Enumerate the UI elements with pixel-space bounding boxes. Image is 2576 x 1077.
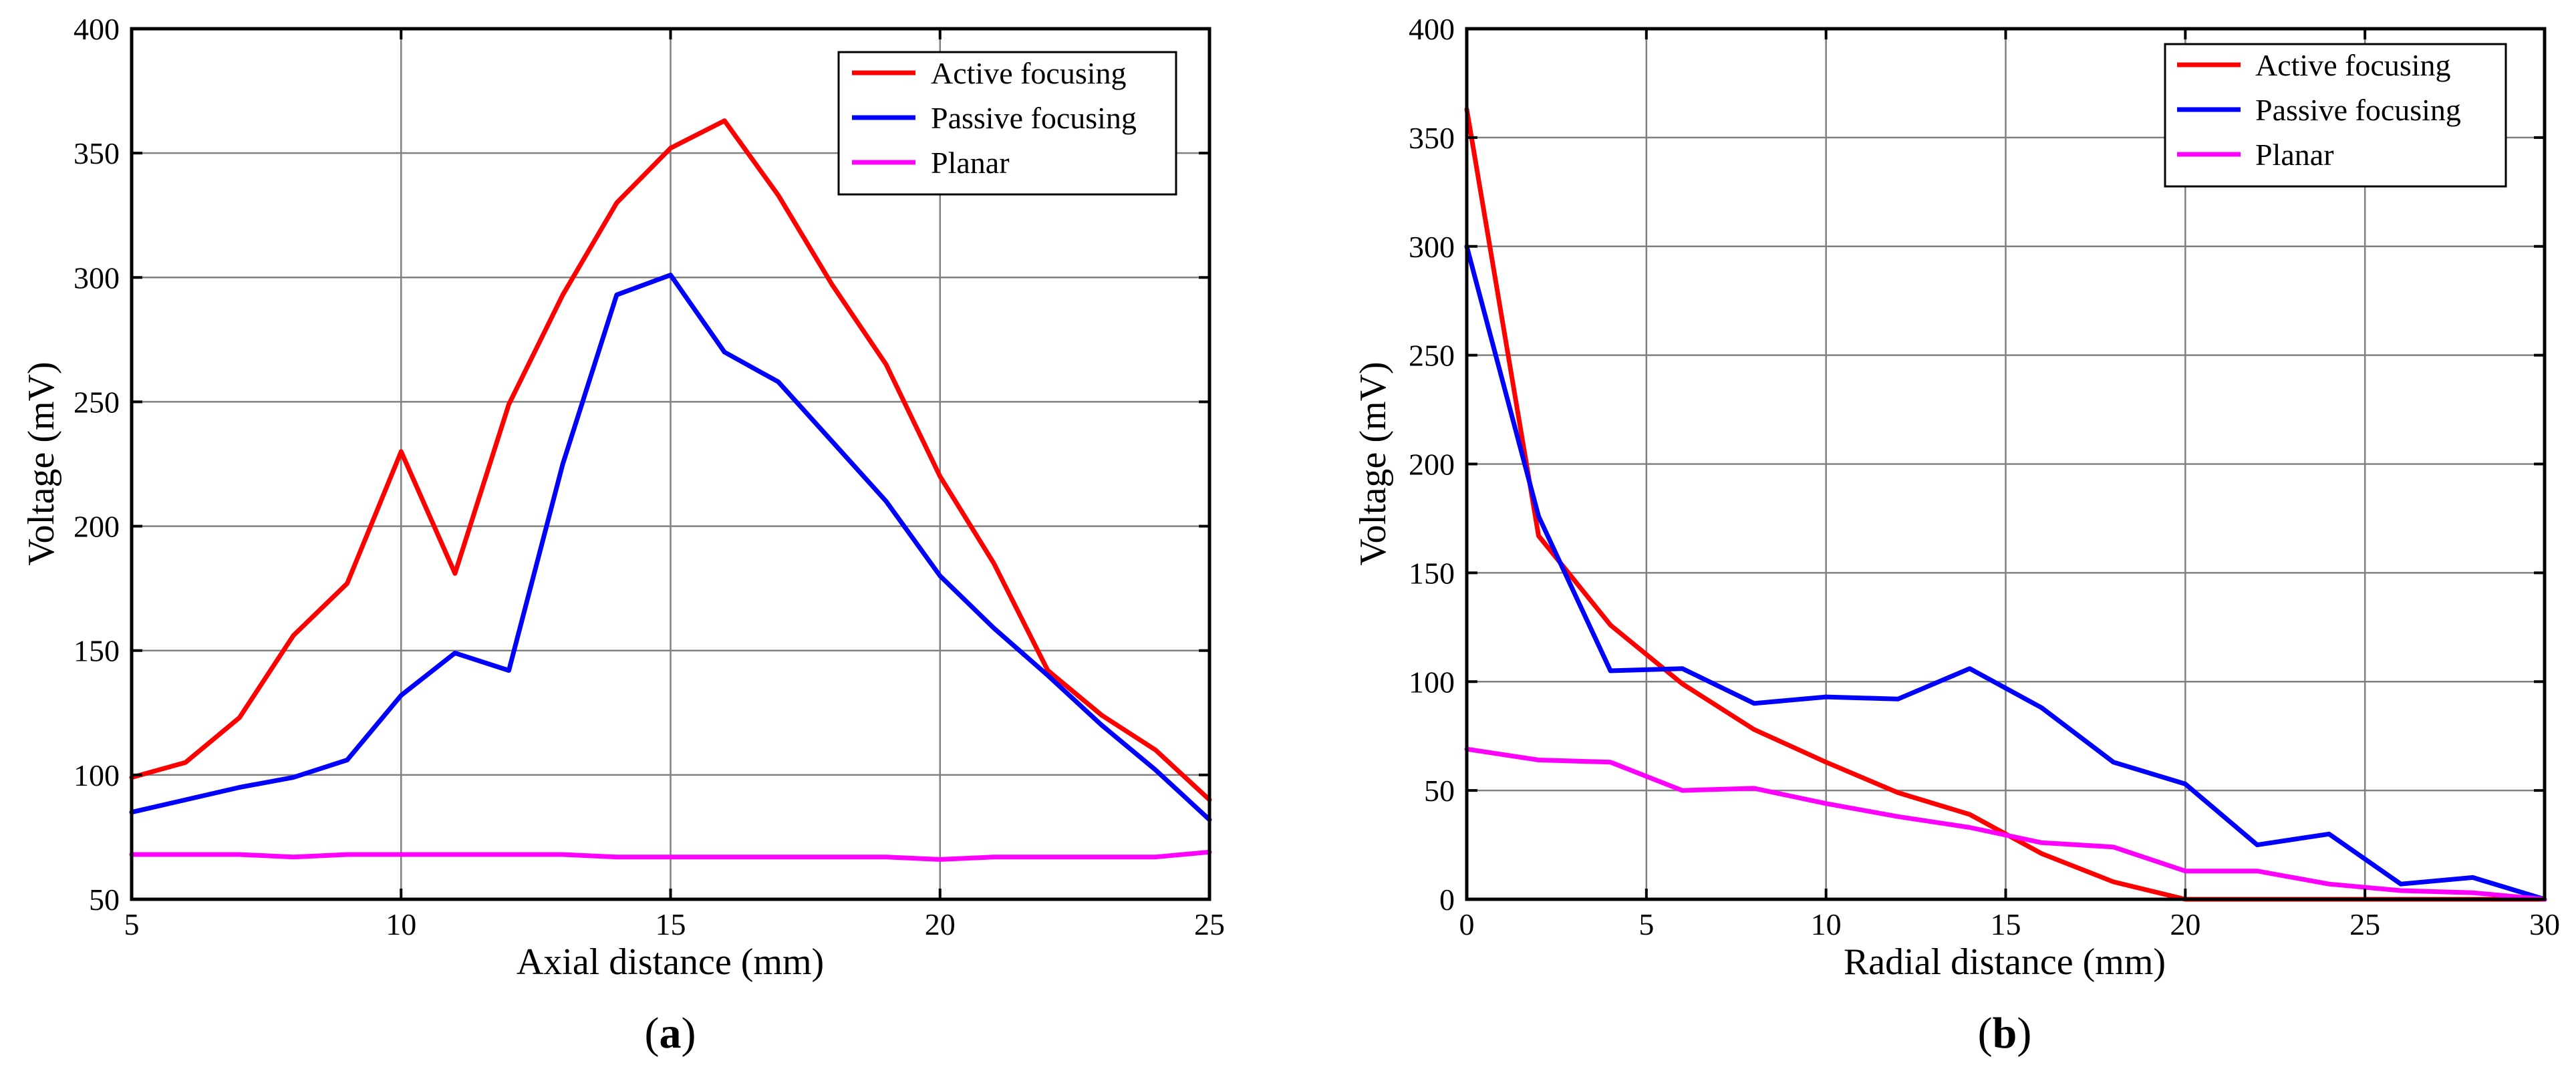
panel-a-legend-label-passive-focusing: Passive focusing bbox=[931, 101, 1137, 135]
panel-b-series-passive-focusing-line bbox=[1464, 244, 2547, 902]
panel-b-y-axis-label: Voltage (mV) bbox=[1352, 361, 1394, 565]
panel-a-y-tick-label: 200 bbox=[74, 510, 120, 544]
panel-a-series-active-focusing-line bbox=[129, 118, 1212, 802]
panel-a-x-tick-label: 25 bbox=[1194, 907, 1225, 941]
panel-a-y-tick-label: 150 bbox=[74, 634, 120, 668]
panel-b-x-tick-label: 15 bbox=[1991, 907, 2021, 941]
panel-b-label-letter: b bbox=[1993, 1009, 2017, 1058]
panel-b-legend-box bbox=[2164, 43, 2507, 188]
panel-a-y-tick-label: 400 bbox=[74, 12, 120, 46]
panel-b-y-tick-label: 250 bbox=[1409, 339, 1455, 373]
panel-b-x-tick-label: 20 bbox=[2170, 907, 2200, 941]
panel-b-y-tick-label: 400 bbox=[1409, 12, 1455, 46]
panel-b-y-tick-label: 350 bbox=[1409, 121, 1455, 155]
panel-a-legend-label-planar: Planar bbox=[931, 146, 1010, 180]
panel-b-y-tick-labels: 0 50 100 150 200 250 300 350 400 bbox=[1409, 12, 1455, 917]
panel-a-y-tick-label: 50 bbox=[89, 883, 120, 917]
panel-a-legend-box bbox=[837, 51, 1177, 196]
panel-b-legend-label-active-focusing: Active focusing bbox=[2255, 48, 2451, 82]
panel-b-x-tick-label: 10 bbox=[1811, 907, 1842, 941]
panel-b-x-tick-labels: 0 5 10 15 20 25 30 bbox=[1459, 907, 2561, 941]
panel-a-x-tick-label: 10 bbox=[386, 907, 416, 941]
panel-b-grid bbox=[1465, 27, 2546, 901]
panel-b-y-tick-label: 200 bbox=[1409, 448, 1455, 482]
panel-b-x-tick-label: 25 bbox=[2349, 907, 2380, 941]
panel-a-legend: Active focusing Passive focusing Planar bbox=[837, 51, 1177, 196]
panel-b-y-tick-label: 50 bbox=[1424, 774, 1455, 808]
panel-a-lines bbox=[129, 118, 1212, 862]
panel-b-x-tick-label: 30 bbox=[2529, 907, 2560, 941]
panel-a-x-tick-label: 20 bbox=[925, 907, 956, 941]
panel-b-y-tick-label: 100 bbox=[1409, 665, 1455, 699]
panel-a-y-tick-label: 250 bbox=[74, 385, 120, 419]
panel-b-y-tick-label: 300 bbox=[1409, 230, 1455, 264]
panel-a-y-tick-labels: 50 100 150 200 250 300 350 400 bbox=[74, 12, 120, 917]
panel-a-x-tick-label: 15 bbox=[656, 907, 686, 941]
panel-a-label: (a) bbox=[645, 1009, 696, 1058]
panel-a-series-planar-line bbox=[129, 849, 1212, 862]
panel-a-y-tick-label: 100 bbox=[74, 758, 120, 792]
panel-b-label: (b) bbox=[1978, 1009, 2032, 1058]
panel-a-x-tick-label: 5 bbox=[124, 907, 140, 941]
panel-a: 5 10 15 20 25 50 100 150 200 250 300 350 400 Axial … bbox=[21, 12, 1225, 1058]
panel-a-y-axis-label: Voltage (mV) bbox=[21, 361, 62, 565]
panel-b-legend: Active focusing Passive focusing Planar bbox=[2164, 43, 2507, 188]
panel-b-y-tick-label: 150 bbox=[1409, 556, 1455, 590]
panel-b-x-tick-label: 0 bbox=[1459, 907, 1475, 941]
panel-a-ticks bbox=[130, 27, 1211, 901]
panel-a-x-tick-labels: 5 10 15 20 25 bbox=[124, 907, 1226, 941]
panel-a-legend-label-active-focusing: Active focusing bbox=[931, 56, 1127, 90]
panel-a-x-axis-label: Axial distance (mm) bbox=[517, 941, 824, 983]
panel-a-y-tick-label: 300 bbox=[74, 261, 120, 295]
panel-b-x-axis-label: Radial distance (mm) bbox=[1844, 941, 2166, 983]
panel-b-x-tick-label: 5 bbox=[1638, 907, 1654, 941]
panel-b-y-tick-label: 0 bbox=[1439, 883, 1455, 917]
panel-a-y-tick-label: 350 bbox=[74, 136, 120, 170]
panel-a-series-passive-focusing-line bbox=[129, 273, 1212, 822]
panel-b: 0 5 10 15 20 25 30 0 50 100 150 200 250 300 350 400 Ra… bbox=[1352, 12, 2560, 1058]
panel-b-legend-label-passive-focusing: Passive focusing bbox=[2255, 93, 2461, 127]
panel-b-series-planar-line bbox=[1464, 746, 2547, 902]
panel-b-legend-label-planar: Planar bbox=[2255, 138, 2334, 172]
panel-b-ticks bbox=[1465, 27, 2546, 901]
panel-a-label-letter: a bbox=[660, 1009, 682, 1058]
